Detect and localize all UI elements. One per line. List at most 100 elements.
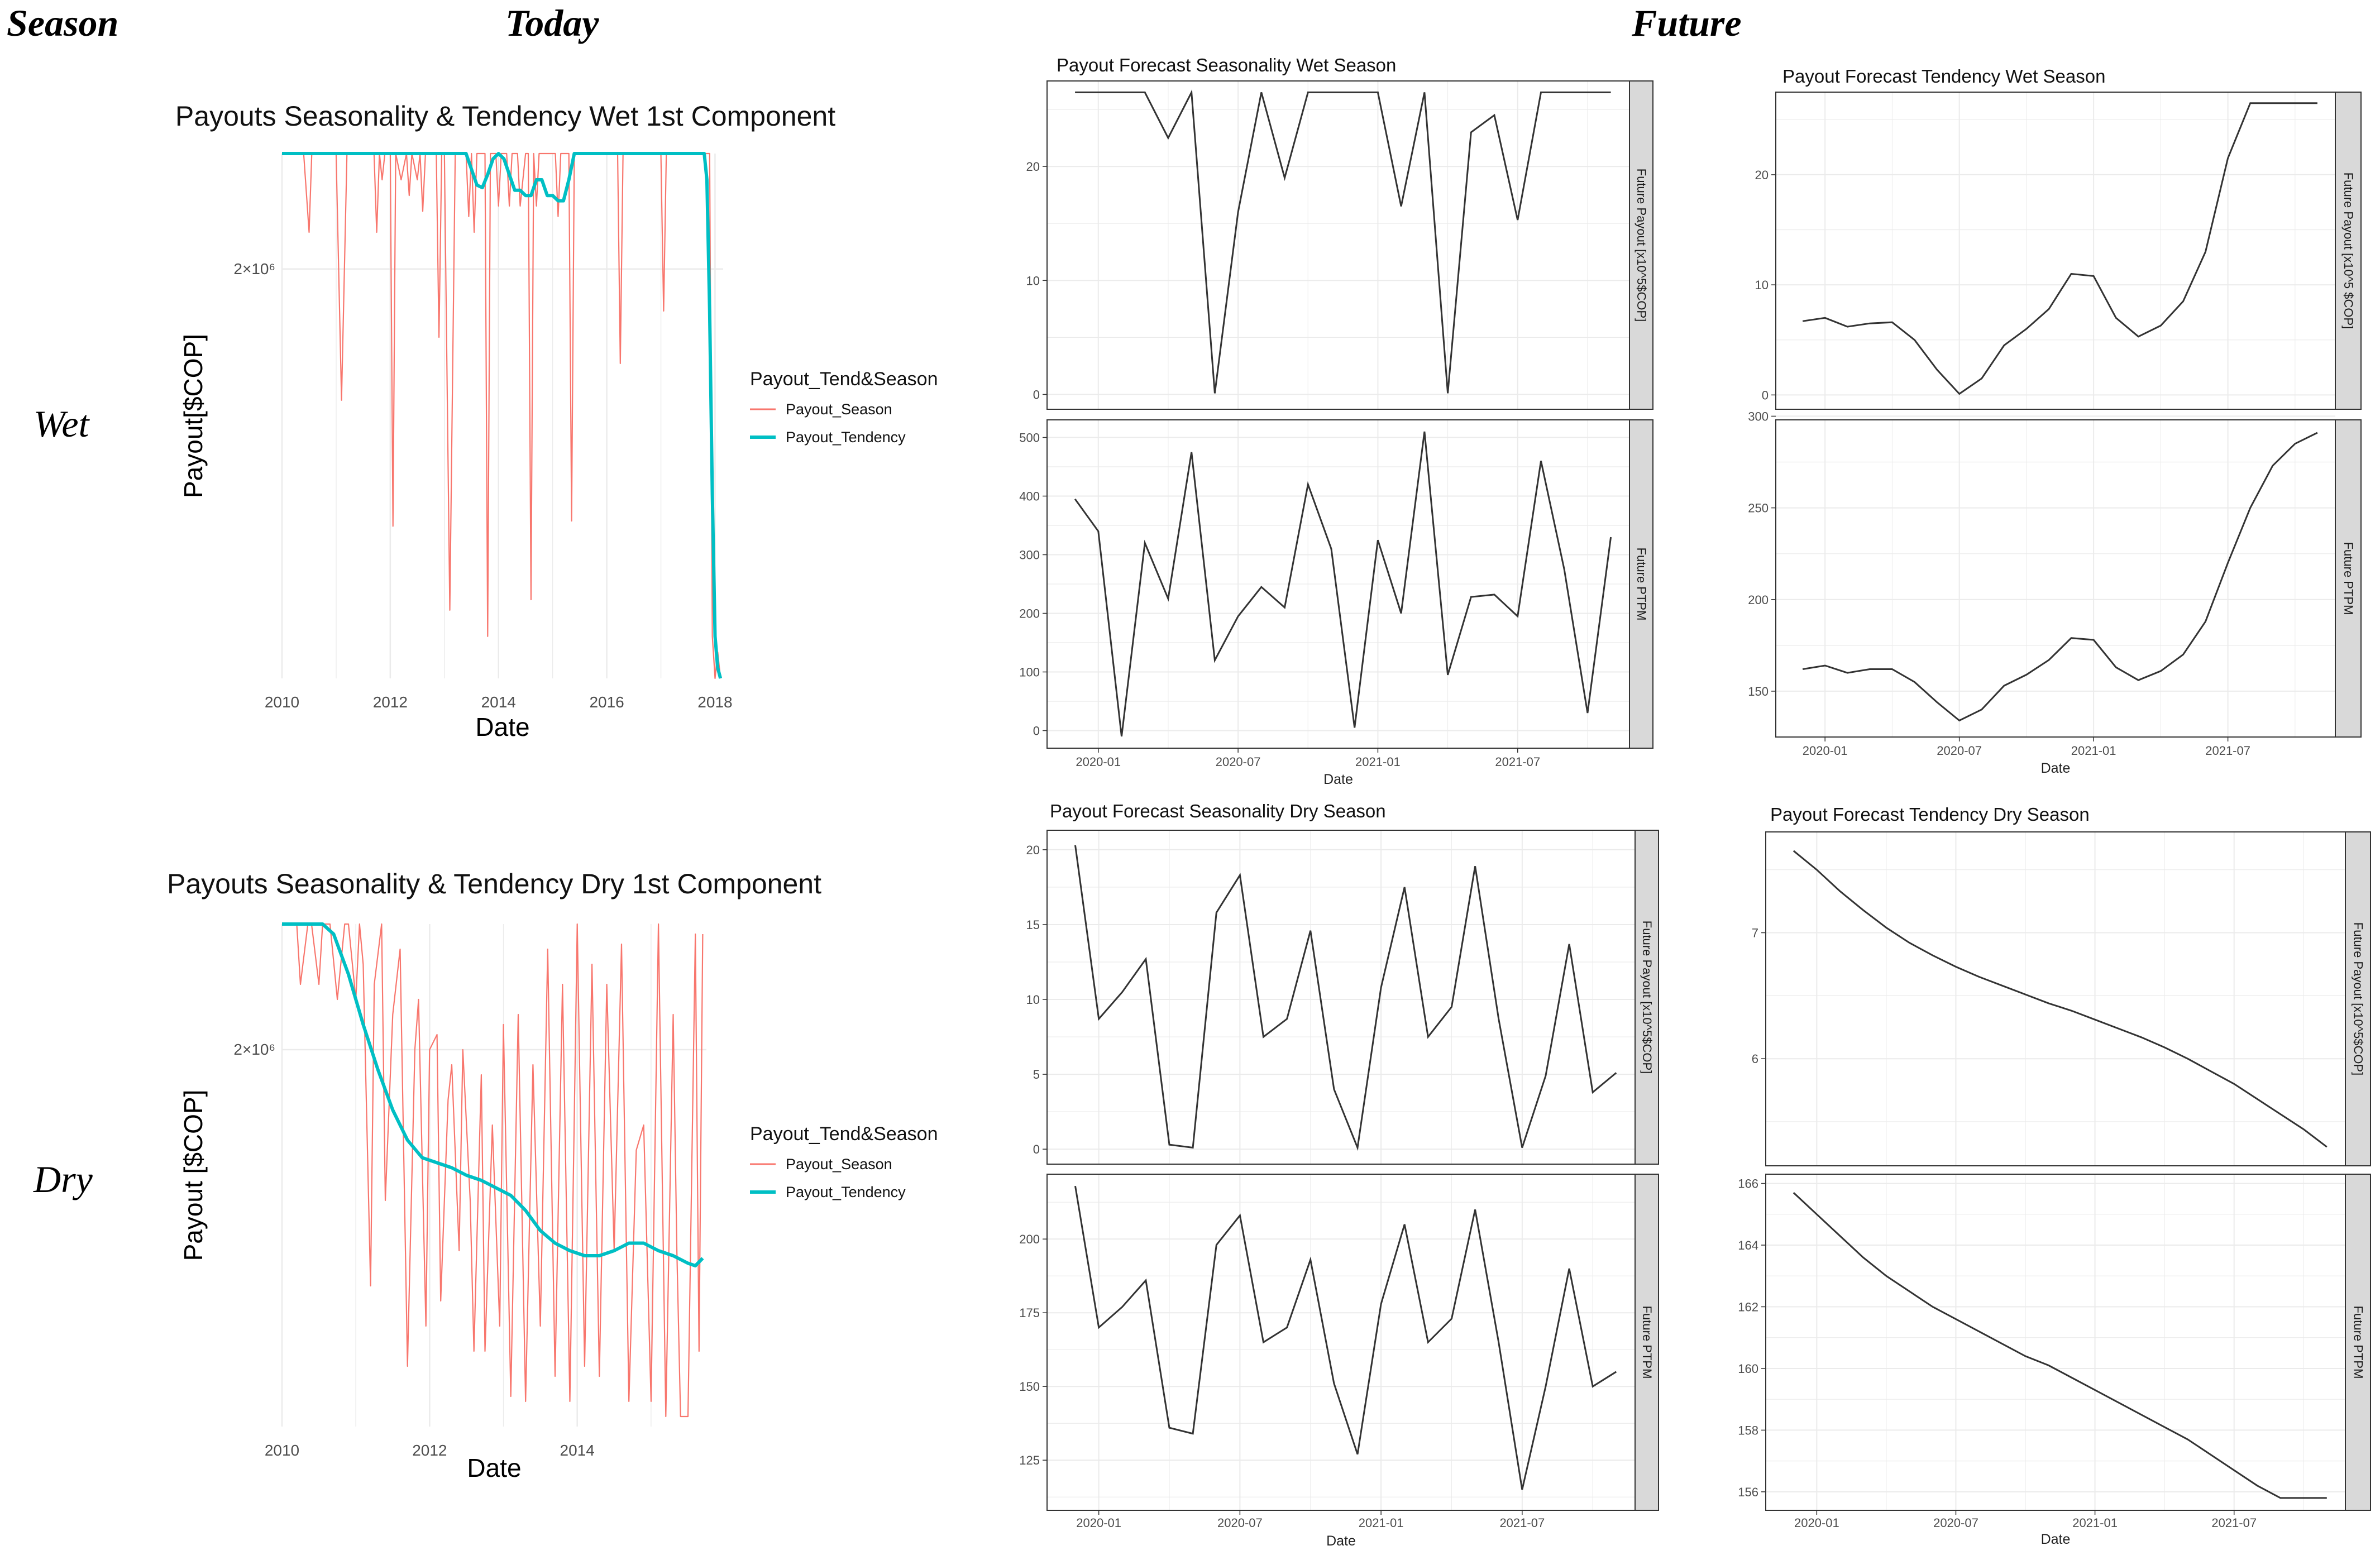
future-tendency-dry-x-tick-label: 2020-07: [1933, 1516, 1978, 1530]
future-tendency-dry-title: Payout Forecast Tendency Dry Season: [1770, 804, 2090, 825]
future-seasonality-wet-y-tick-label: 0: [1033, 724, 1040, 738]
future-seasonality-wet-panel-1: 0 10 20 Future Payout [x10^5$COP]: [1026, 80, 1653, 410]
future-tendency-wet-panel-background: [1776, 420, 2335, 737]
today-wet-series-payout-season: [282, 152, 721, 679]
today-dry-x-tick-label: 2010: [265, 1442, 299, 1459]
future-tendency-dry-series-line: [1793, 850, 2328, 1148]
future-seasonality-dry-y-tick-label: 0: [1033, 1142, 1040, 1156]
today-wet-x-tick-label: 2012: [373, 693, 408, 711]
future-tendency-dry-y-tick-label: 158: [1738, 1423, 1758, 1437]
future-seasonality-dry-y-tick-label: 150: [1019, 1380, 1040, 1394]
today-dry-y-axis-label: Payout [$COP]: [179, 1090, 208, 1261]
future-tendency-wet-x-tick-label: 2020-07: [1937, 744, 1982, 758]
future-tendency-wet-panel-background: [1776, 92, 2335, 409]
header-future: Future: [1631, 2, 1742, 44]
today-dry-y-tick-label: 2×10⁶: [233, 1041, 275, 1058]
future-tendency-dry-panel-background: [1766, 1174, 2345, 1510]
today-dry-series-payout-season: [282, 923, 704, 1418]
future-tendency-wet-series-line: [1802, 102, 2317, 395]
future-seasonality-wet-y-tick-label: 500: [1019, 431, 1040, 445]
future-tendency-wet-title: Payout Forecast Tendency Wet Season: [1782, 66, 2105, 87]
future-seasonality-wet-x-tick-label: 2021-07: [1495, 755, 1540, 769]
future-seasonality-wet-y-tick-label: 300: [1019, 548, 1040, 562]
row-label-wet: Wet: [34, 403, 90, 445]
future-seasonality-dry-chart: Payout Forecast Seasonality Dry Season 0 5…: [1019, 801, 1659, 1549]
future-tendency-dry-chart: Payout Forecast Tendency Dry Season 6 7 Fut…: [1738, 804, 2371, 1547]
future-tendency-dry-x-tick-label: 2020-01: [1794, 1516, 1839, 1530]
future-tendency-wet-y-tick-label: 300: [1748, 409, 1769, 423]
today-dry-x-axis-label: Date: [467, 1453, 521, 1482]
future-seasonality-dry-panel-background: [1047, 830, 1635, 1164]
future-tendency-dry-strip: [2345, 1174, 2371, 1511]
today-wet-legend-item-2: Payout_Tendency: [786, 429, 906, 446]
future-seasonality-dry-y-tick-label: 175: [1019, 1306, 1040, 1320]
future-seasonality-dry-strip-label: Future PTPM: [1640, 1306, 1654, 1379]
today-dry-series-payout-tendency: [282, 922, 704, 1267]
future-tendency-dry-strip-label: Future PTPM: [2352, 1306, 2365, 1379]
future-tendency-wet-x-tick-label: 2021-01: [2071, 744, 2116, 758]
future-tendency-dry-x-axis-label: Date: [2041, 1532, 2071, 1547]
future-tendency-dry-y-tick-label: 160: [1738, 1362, 1758, 1376]
future-seasonality-wet-chart: Payout Forecast Seasonality Wet Season 0 1…: [1019, 55, 1653, 787]
future-seasonality-dry-y-tick-label: 125: [1019, 1453, 1040, 1467]
future-seasonality-dry-panel-background: [1047, 1174, 1635, 1510]
future-seasonality-dry-series-line: [1074, 845, 1617, 1151]
future-seasonality-dry-x-tick-label: 2021-07: [1499, 1516, 1545, 1530]
future-seasonality-dry-strip-label: Future Payout [x10^5$COP]: [1640, 921, 1654, 1074]
future-seasonality-wet-x-tick-label: 2020-01: [1076, 755, 1121, 769]
today-dry-legend-item-1: Payout_Season: [786, 1156, 892, 1173]
today-wet-x-tick-label: 2014: [481, 693, 516, 711]
today-wet-series-payout-tendency: [282, 152, 723, 679]
future-tendency-dry-strip-label: Future Payout [x10^5$COP]: [2352, 922, 2365, 1075]
future-tendency-dry-y-tick-label: 6: [1752, 1052, 1758, 1066]
future-tendency-dry-x-tick-label: 2021-01: [2072, 1516, 2118, 1530]
future-seasonality-wet-y-tick-label: 20: [1026, 160, 1040, 174]
future-tendency-wet-panel-2: 150 200 250 300 Future PTPM: [1748, 409, 2362, 738]
future-tendency-wet-chart: Payout Forecast Tendency Wet Season 0 10 20…: [1748, 66, 2362, 776]
future-tendency-dry-y-tick-label: 162: [1738, 1300, 1758, 1314]
header-today: Today: [505, 2, 599, 44]
future-seasonality-dry-x-tick-label: 2021-01: [1359, 1516, 1404, 1530]
future-seasonality-wet-x-tick-label: 2020-07: [1216, 755, 1261, 769]
today-wet-chart: Payouts Seasonality & Tendency Wet 1st C…: [175, 101, 938, 741]
future-seasonality-dry-strip: [1635, 1174, 1659, 1511]
future-tendency-wet-y-tick-label: 250: [1748, 501, 1769, 515]
future-seasonality-dry-y-tick-label: 5: [1033, 1068, 1040, 1082]
today-dry-chart: Payouts Seasonality & Tendency Dry 1st C…: [167, 868, 938, 1482]
future-seasonality-wet-strip: [1629, 80, 1653, 410]
today-wet-legend-item-1: Payout_Season: [786, 401, 892, 418]
header-season: Season: [7, 2, 118, 44]
future-tendency-wet-strip-label: Future PTPM: [2341, 542, 2355, 615]
future-seasonality-wet-panel-2: 0 100 200 300 400 500 Future PTPM: [1019, 419, 1653, 749]
future-seasonality-dry-panel-1: 0 5 10 15 20 Future Payout [x10^5$COP]: [1026, 830, 1659, 1165]
today-wet-title: Payouts Seasonality & Tendency Wet 1st C…: [175, 101, 835, 132]
future-seasonality-dry-y-tick-label: 200: [1019, 1232, 1040, 1246]
future-tendency-wet-strip: [2335, 92, 2362, 410]
future-tendency-dry-panel-background: [1766, 832, 2345, 1166]
today-dry-x-tick-label: 2014: [560, 1442, 595, 1459]
future-seasonality-wet-title: Payout Forecast Seasonality Wet Season: [1057, 55, 1396, 75]
future-tendency-wet-series-line: [1802, 432, 2318, 722]
future-tendency-wet-x-tick-label: 2020-01: [1803, 744, 1848, 758]
future-tendency-dry-panel-2: 156 158 160 162 164 166 Future PTPM: [1738, 1174, 2371, 1511]
future-tendency-wet-y-tick-label: 150: [1748, 685, 1769, 698]
today-dry-legend-item-2: Payout_Tendency: [786, 1184, 906, 1200]
future-seasonality-wet-x-axis-label: Date: [1323, 772, 1353, 787]
today-dry-title: Payouts Seasonality & Tendency Dry 1st C…: [167, 868, 821, 899]
future-tendency-dry-panel-1: 6 7 Future Payout [x10^5$COP]: [1752, 831, 2371, 1166]
future-tendency-dry-y-tick-label: 156: [1738, 1485, 1758, 1499]
future-seasonality-wet-x-tick-label: 2021-01: [1355, 755, 1401, 769]
today-wet-x-tick-label: 2010: [265, 693, 299, 711]
future-seasonality-dry-y-tick-label: 10: [1026, 993, 1040, 1007]
future-seasonality-dry-x-tick-label: 2020-01: [1076, 1516, 1121, 1530]
future-tendency-wet-x-tick-label: 2021-07: [2205, 744, 2250, 758]
today-dry-legend-title: Payout_Tend&Season: [750, 1123, 938, 1145]
future-tendency-dry-y-tick-label: 166: [1738, 1177, 1758, 1191]
future-tendency-wet-y-tick-label: 10: [1755, 278, 1769, 292]
future-tendency-dry-strip: [2345, 831, 2371, 1166]
future-seasonality-wet-y-tick-label: 200: [1019, 607, 1040, 621]
future-seasonality-dry-series-line: [1074, 1185, 1617, 1490]
future-tendency-wet-strip: [2335, 419, 2362, 738]
future-seasonality-dry-panel-2: 125 150 175 200 Future PTPM: [1019, 1174, 1659, 1511]
